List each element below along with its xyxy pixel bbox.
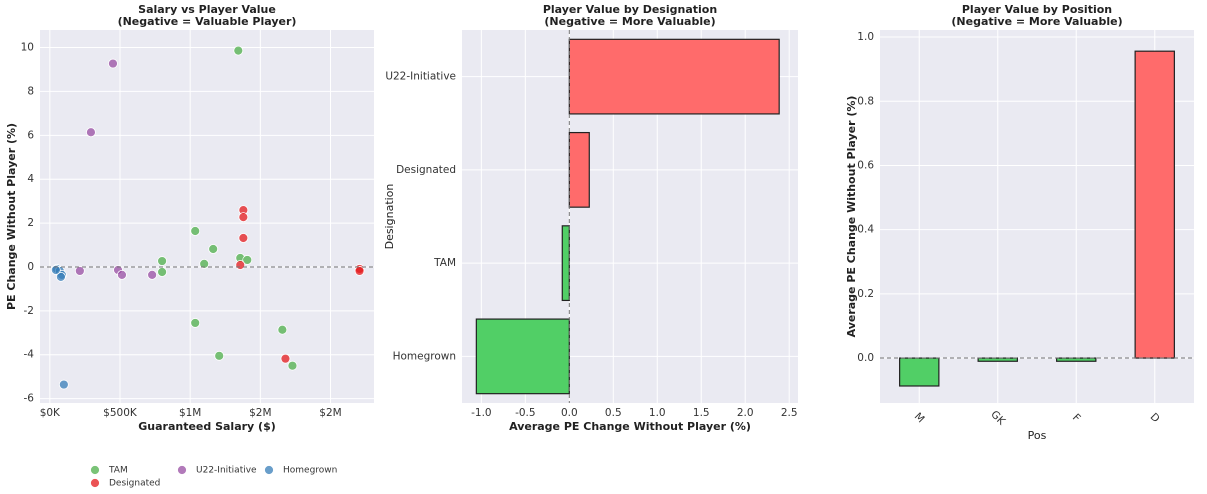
legend-marker [90, 478, 100, 488]
legend-marker [264, 465, 274, 475]
x-tick-label: 0.5 [605, 407, 622, 419]
point [235, 260, 246, 270]
chart-title: Player Value by Position [962, 3, 1112, 16]
y-tick-label: 2 [27, 217, 34, 229]
y-tick-label: -4 [24, 349, 35, 361]
y-tick-label: TAM [433, 257, 456, 269]
y-tick-label: 0.2 [857, 288, 874, 300]
point [208, 244, 219, 254]
y-tick-label: 0 [27, 261, 34, 273]
bar [568, 38, 780, 115]
x-tick-label: $2M [319, 407, 341, 419]
y-tick-label: 0.0 [857, 352, 874, 364]
y-axis-label: Designation [383, 184, 396, 250]
point [108, 58, 118, 69]
x-tick-label: $500K [103, 407, 138, 419]
x-tick-label: -1.0 [471, 407, 492, 419]
bar [561, 225, 570, 302]
chart-subtitle: (Negative = More Valuable) [544, 15, 715, 28]
x-tick-label: M [912, 411, 927, 426]
x-tick-label: 1.5 [693, 407, 710, 419]
x-tick-label: 1.0 [649, 407, 666, 419]
legend-label: Designated [109, 479, 160, 489]
x-tick-label: 2.5 [781, 407, 798, 419]
y-tick-label: U22-Initiative [385, 71, 456, 83]
x-tick-label: -0.5 [515, 407, 536, 419]
chart-subtitle: (Negative = Valuable Player) [118, 15, 297, 28]
y-tick-label: -2 [24, 305, 34, 317]
bar [977, 357, 1018, 362]
y-tick-label: Designated [396, 164, 456, 176]
y-tick-label: 1.0 [857, 31, 874, 43]
point [56, 271, 66, 282]
point [238, 233, 249, 243]
point [242, 255, 253, 265]
chart-title: Salary vs Player Value [138, 3, 276, 16]
y-tick-label: Homegrown [393, 350, 456, 362]
bar [899, 357, 940, 387]
x-axis-label: Pos [1028, 429, 1047, 442]
point [287, 360, 298, 371]
y-tick-label: 6 [27, 129, 34, 141]
y-tick-label: 4 [27, 173, 34, 185]
bar [1134, 50, 1175, 359]
bar [568, 131, 590, 208]
point [157, 256, 167, 266]
point [354, 266, 365, 276]
plot-area [40, 30, 374, 403]
x-axis-label: Guaranteed Salary ($) [138, 420, 276, 433]
legend-label: U22-Initiative [196, 466, 257, 476]
point [86, 127, 96, 138]
x-tick-label: 0.0 [561, 407, 578, 419]
point [190, 226, 201, 236]
legend-marker [177, 465, 187, 475]
point [117, 269, 127, 280]
chart-subtitle: (Negative = More Valuable) [951, 15, 1122, 28]
x-axis-label: Average PE Change Without Player (%) [509, 420, 751, 433]
y-axis-label: PE Change Without Player (%) [5, 123, 18, 310]
y-tick-label: 0.8 [857, 95, 874, 107]
point [50, 265, 61, 275]
point [58, 379, 69, 390]
x-tick-label: $1M [179, 407, 201, 419]
point [157, 267, 167, 277]
x-tick-label: $2M [249, 407, 271, 419]
legend-marker [90, 465, 100, 475]
x-tick-label: D [1148, 411, 1162, 425]
y-tick-label: -6 [24, 393, 35, 405]
point [190, 318, 201, 328]
point [277, 324, 288, 335]
legend-label: TAM [108, 466, 128, 476]
x-tick-label: 2.0 [737, 407, 754, 419]
y-tick-label: 8 [27, 85, 34, 97]
point [214, 350, 225, 361]
y-tick-label: 10 [21, 42, 34, 54]
point [238, 212, 249, 223]
y-tick-label: 0.4 [857, 224, 874, 236]
point [74, 266, 85, 276]
x-tick-label: GK [988, 408, 1008, 428]
point [280, 353, 291, 364]
y-tick-label: 0.6 [857, 159, 874, 171]
x-tick-label: F [1070, 412, 1083, 425]
bar [475, 318, 570, 395]
point [199, 258, 210, 269]
chart-title: Player Value by Designation [543, 3, 717, 16]
point [233, 45, 244, 56]
y-axis-label: Average PE Change Without Player (%) [845, 96, 858, 338]
point [147, 269, 158, 280]
legend-label: Homegrown [283, 466, 337, 476]
x-tick-label: $0K [40, 407, 61, 419]
